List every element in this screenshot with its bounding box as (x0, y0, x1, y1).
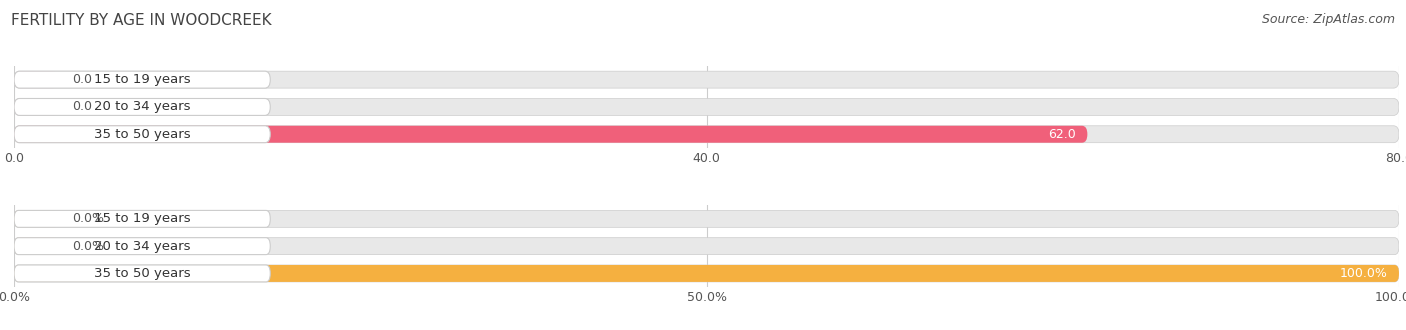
FancyBboxPatch shape (14, 238, 59, 255)
FancyBboxPatch shape (14, 71, 59, 88)
Text: 62.0: 62.0 (1049, 128, 1076, 141)
Text: 0.0%: 0.0% (72, 213, 104, 225)
Text: 0.0: 0.0 (72, 73, 93, 86)
FancyBboxPatch shape (14, 98, 270, 115)
Text: 0.0%: 0.0% (72, 240, 104, 253)
Text: 35 to 50 years: 35 to 50 years (94, 267, 190, 280)
FancyBboxPatch shape (14, 211, 59, 227)
FancyBboxPatch shape (14, 126, 1087, 143)
FancyBboxPatch shape (14, 211, 1399, 227)
Text: 15 to 19 years: 15 to 19 years (94, 73, 190, 86)
FancyBboxPatch shape (14, 265, 1399, 282)
FancyBboxPatch shape (14, 98, 1399, 115)
Text: Source: ZipAtlas.com: Source: ZipAtlas.com (1261, 13, 1395, 26)
Text: 35 to 50 years: 35 to 50 years (94, 128, 190, 141)
FancyBboxPatch shape (14, 238, 1399, 255)
FancyBboxPatch shape (14, 71, 1399, 88)
Text: 0.0: 0.0 (72, 100, 93, 114)
FancyBboxPatch shape (14, 265, 1399, 282)
FancyBboxPatch shape (14, 126, 270, 143)
FancyBboxPatch shape (14, 98, 59, 115)
FancyBboxPatch shape (14, 126, 1399, 143)
Text: FERTILITY BY AGE IN WOODCREEK: FERTILITY BY AGE IN WOODCREEK (11, 13, 271, 28)
FancyBboxPatch shape (14, 265, 270, 282)
FancyBboxPatch shape (14, 211, 270, 227)
Text: 20 to 34 years: 20 to 34 years (94, 100, 190, 114)
Text: 15 to 19 years: 15 to 19 years (94, 213, 190, 225)
Text: 100.0%: 100.0% (1340, 267, 1388, 280)
FancyBboxPatch shape (14, 71, 270, 88)
FancyBboxPatch shape (14, 238, 270, 255)
Text: 20 to 34 years: 20 to 34 years (94, 240, 190, 253)
